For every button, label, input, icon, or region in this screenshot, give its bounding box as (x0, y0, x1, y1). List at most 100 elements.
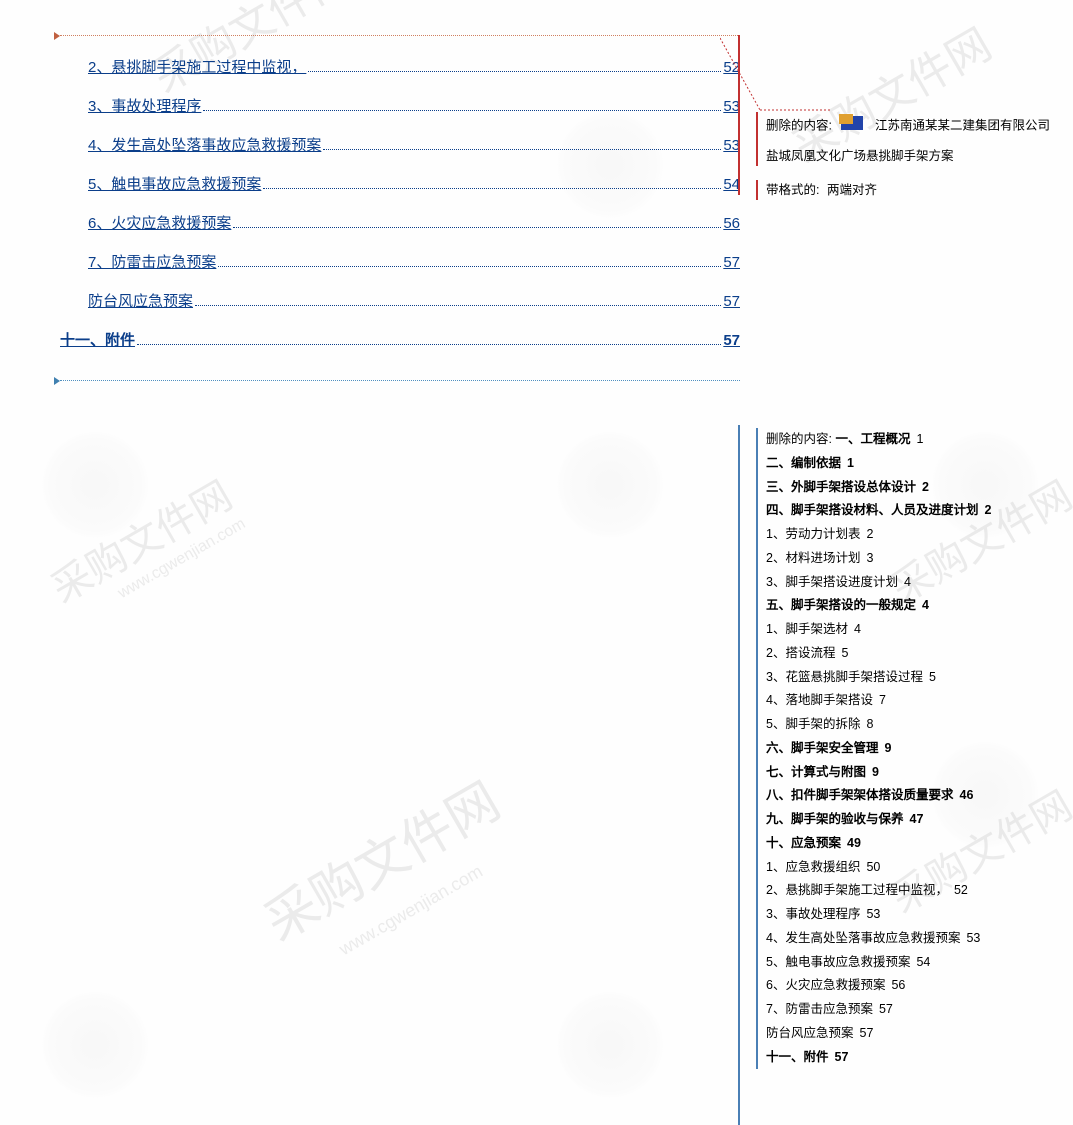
deleted-toc-item: 2、搭设流程 (766, 646, 835, 660)
deleted-toc-page: 57 (860, 1026, 874, 1040)
deleted-toc-row: 2、悬挑脚手架施工过程中监视， 52 (766, 879, 1056, 903)
deleted-toc-row: 七、计算式与附图 9 (766, 761, 1056, 785)
deleted-toc-page: 1 (847, 456, 854, 470)
deleted-toc-row: 1、应急救援组织50 (766, 856, 1056, 880)
main-toc: 2、悬挑脚手架施工过程中监视，52 3、事故处理程序53 4、发生高处坠落事故应急救… (60, 35, 740, 401)
deleted-toc-item: 二、编制依据 (766, 456, 841, 470)
comment-format-label: 带格式的: (766, 183, 819, 197)
deleted-toc-row: 十、应急预案 49 (766, 832, 1056, 856)
revision-margin (738, 35, 740, 1122)
company-logo-icon (839, 112, 867, 140)
deleted-toc-page: 5 (929, 670, 936, 684)
deleted-toc-item: 三、外脚手架搭设总体设计 (766, 480, 916, 494)
deleted-toc-item: 六、脚手架安全管理 (766, 741, 879, 755)
watermark-text: 采购文件网 (39, 464, 241, 614)
toc-entry: 防台风应急预案57 (60, 290, 740, 311)
deleted-toc-row: 1、劳动力计划表 2 (766, 523, 1056, 547)
deleted-toc-item: 防台风应急预案 (766, 1026, 854, 1040)
toc-leader (323, 149, 721, 150)
deleted-toc-page: 4 (854, 622, 861, 636)
deleted-toc-row: 三、外脚手架搭设总体设计 2 (766, 476, 1056, 500)
deleted-toc-item: 7、防雷击应急预案 (766, 1002, 873, 1016)
deleted-toc-item: 1、劳动力计划表 (766, 527, 860, 541)
deleted-toc-item: 3、脚手架搭设进度计划 (766, 575, 898, 589)
deleted-toc-page: 4 (904, 575, 911, 589)
toc-entry: 2、悬挑脚手架施工过程中监视，52 (60, 56, 740, 77)
deleted-toc-item: 1、脚手架选材 (766, 622, 848, 636)
toc-link[interactable]: 5、触电事故应急救援预案 (88, 173, 261, 194)
watermark-subtext: www.cgwenjian.com (336, 861, 487, 960)
deleted-toc-item: 3、事故处理程序 (766, 907, 860, 921)
comment-deleted-toc: 删除的内容: 一、工程概况 1 二、编制依据 1 三、外脚手架搭设总体设计 2 四、脚手架… (756, 428, 1056, 1069)
deleted-toc-page: 3 (866, 551, 873, 565)
comment-format-value: 两端对齐 (827, 183, 877, 197)
toc-entry: 3、事故处理程序53 (60, 95, 740, 116)
comment-format: 带格式的: 两端对齐 (756, 180, 877, 200)
deleted-toc-page: 53 (866, 907, 880, 921)
toc-link[interactable]: 4、发生高处坠落事故应急救援预案 (88, 134, 321, 155)
deleted-toc-row: 防台风应急预案 57 (766, 1022, 1056, 1046)
toc-leader (218, 266, 721, 267)
toc-leader (263, 188, 721, 189)
deleted-toc-page: 52 (954, 883, 968, 897)
deleted-toc-page: 54 (916, 955, 930, 969)
deleted-toc-item: 5、触电事故应急救援预案 (766, 955, 910, 969)
deleted-toc-row: 八、扣件脚手架架体搭设质量要求 46 (766, 784, 1056, 808)
deleted-toc-row: 4、发生高处坠落事故应急救援预案 53 (766, 927, 1056, 951)
deleted-toc-row: 3、脚手架搭设进度计划 4 (766, 571, 1056, 595)
deleted-toc-page: 7 (879, 693, 886, 707)
toc-link[interactable]: 防台风应急预案 (88, 290, 193, 311)
watermark-circle (555, 430, 665, 540)
toc-link[interactable]: 3、事故处理程序 (88, 95, 201, 116)
deleted-toc-page: 2 (922, 480, 929, 494)
deleted-toc-item: 一、工程概况 (835, 432, 910, 446)
deleted-toc-row: 5、触电事故应急救援预案 54 (766, 951, 1056, 975)
deleted-toc-row: 十一、附件57 (766, 1046, 1056, 1070)
deleted-toc-page: 2 (866, 527, 873, 541)
deleted-toc-item: 4、发生高处坠落事故应急救援预案 (766, 931, 960, 945)
deleted-toc-page: 4 (922, 598, 929, 612)
deleted-toc-page: 8 (866, 717, 873, 731)
deleted-toc-label: 删除的内容: (766, 432, 832, 446)
toc-link[interactable]: 十一、附件 (60, 329, 135, 350)
toc-link[interactable]: 2、悬挑脚手架施工过程中监视， (88, 56, 306, 77)
deleted-toc-page: 9 (872, 765, 879, 779)
deleted-toc-row: 六、脚手架安全管理 9 (766, 737, 1056, 761)
deleted-toc-item: 2、悬挑脚手架施工过程中监视， (766, 883, 948, 897)
deleted-toc-item: 七、计算式与附图 (766, 765, 866, 779)
deleted-toc-page: 1 (916, 432, 923, 446)
deleted-toc-item: 八、扣件脚手架架体搭设质量要求 (766, 788, 954, 802)
toc-entry: 4、发生高处坠落事故应急救援预案53 (60, 134, 740, 155)
watermark-circle (40, 990, 150, 1100)
toc-entry: 7、防雷击应急预案57 (60, 251, 740, 272)
deleted-toc-row: 2、材料进场计划 3 (766, 547, 1056, 571)
deleted-toc-row: 1、脚手架选材 4 (766, 618, 1056, 642)
deleted-toc-page: 9 (885, 741, 892, 755)
deleted-toc-item: 四、脚手架搭设材料、人员及进度计划 (766, 503, 979, 517)
deleted-toc-row: 6、火灾应急救援预案56 (766, 974, 1056, 998)
deleted-toc-row: 4、落地脚手架搭设7 (766, 689, 1056, 713)
comment-deleted-header: 删除的内容: 江苏南通某某二建集团有限公司 盐城凤凰文化广场悬挑脚手架方案 (756, 112, 1050, 166)
comment-company: 江苏南通某某二建集团有限公司 (875, 118, 1050, 132)
comment-subtitle: 盐城凤凰文化广场悬挑脚手架方案 (766, 146, 1050, 166)
deleted-toc-item: 2、材料进场计划 (766, 551, 860, 565)
deleted-toc-page: 56 (891, 978, 905, 992)
deleted-toc-page: 47 (910, 812, 924, 826)
section-break-bottom (60, 380, 740, 381)
toc-link[interactable]: 6、火灾应急救援预案 (88, 212, 231, 233)
deleted-toc-item: 十一、附件 (766, 1050, 829, 1064)
toc-leader (233, 227, 721, 228)
deleted-toc-page: 46 (960, 788, 974, 802)
deleted-toc-row: 5、脚手架的拆除 8 (766, 713, 1056, 737)
deleted-toc-page: 49 (847, 836, 861, 850)
deleted-toc-page: 53 (966, 931, 980, 945)
watermark-circle (555, 990, 665, 1100)
deleted-toc-item: 十、应急预案 (766, 836, 841, 850)
toc-entry: 6、火灾应急救援预案56 (60, 212, 740, 233)
section-break-top (60, 35, 740, 36)
toc-leader (137, 344, 721, 345)
toc-link[interactable]: 7、防雷击应急预案 (88, 251, 216, 272)
deleted-toc-row: 五、脚手架搭设的一般规定4 (766, 594, 1056, 618)
deleted-toc-item: 5、脚手架的拆除 (766, 717, 860, 731)
deleted-toc-row: 四、脚手架搭设材料、人员及进度计划2 (766, 499, 1056, 523)
